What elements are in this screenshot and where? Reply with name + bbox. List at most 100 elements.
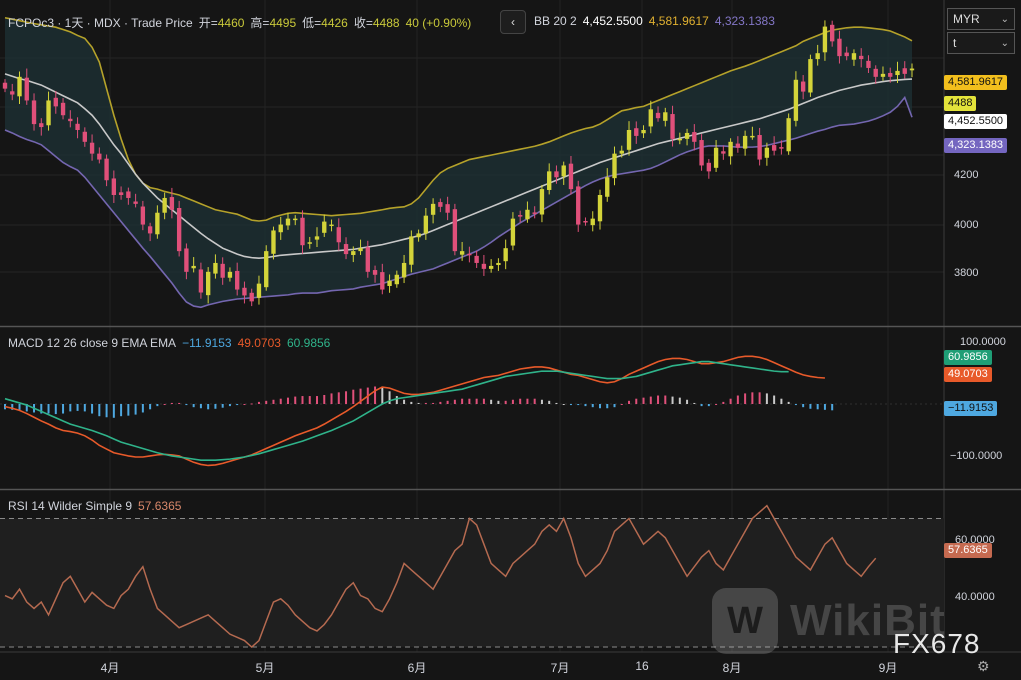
macd-histogram-bar [47,404,50,414]
candle-body [235,270,240,290]
macd-histogram-bar [519,398,522,404]
macd-histogram-bar [569,404,572,406]
rsi-tick: 40.0000 [955,591,995,603]
rsi-line [4,504,877,649]
macd-histogram-bar [381,387,384,404]
candle-body [902,68,907,74]
candle-body [713,147,719,168]
candle-body [271,230,276,254]
macd-histogram-bar [765,393,768,404]
candle-body [372,270,378,275]
bollinger-band-fill [5,17,912,308]
rsi-pane [0,504,944,649]
bb-upper-line [4,16,913,222]
high-label: 高= [250,16,270,30]
macd-tick: −100.0000 [950,450,1003,462]
candle-body [365,247,370,272]
macd-pane [0,355,944,467]
candle-body [184,248,189,272]
candle-body [300,217,305,246]
macd-histogram-bar [511,399,514,404]
candle-body [104,158,109,181]
candle-body [873,68,878,77]
settings-icon[interactable]: ⚙ [977,658,990,674]
macd-histogram-bar [265,400,268,404]
macd-histogram-bar [482,398,485,404]
macd-histogram-bar [127,404,130,416]
currency-select[interactable]: MYR ⌄ [947,8,1015,30]
candle-body [837,38,842,57]
macd-histogram-bar [243,404,246,405]
candle-body [285,218,291,226]
candle-body [60,102,66,116]
wikibit-watermark: W WikiBit [712,588,946,654]
candle-body [568,163,574,190]
macd-histogram-bar [823,404,826,410]
pane-dividers[interactable] [0,325,1021,491]
macd-histogram-bar [504,400,507,404]
macd-histogram-bar [83,404,86,412]
macd-histogram-bar [707,404,710,407]
candle-body [706,162,712,172]
candle-body [111,178,117,195]
macd-histogram-bar [214,404,217,409]
candle-body [830,24,835,42]
candle-body [822,26,828,53]
candle-body [576,186,581,225]
macd-histogram-bar [548,400,551,404]
macd-histogram-bar [642,397,645,404]
candle-body [793,79,799,121]
candle-body [387,280,392,286]
price-legend: FCPOc3 · 1天 · MDX · Trade Price 开=4460 高… [8,14,471,31]
macd-histogram-bar [446,400,449,404]
collapse-legend-button[interactable]: ‹ [500,10,526,34]
macd-histogram-bar [613,404,616,408]
candle-body [517,215,523,217]
macd-histogram-bar [809,404,812,409]
macd-histogram-bar [134,404,137,415]
open-value: 4460 [217,16,245,30]
macd-histogram-bar [294,396,297,404]
candle-body [880,73,886,77]
candle-body [46,100,51,126]
candle-body [488,265,494,269]
symbol-label: FCPOc3 · 1天 · MDX · Trade Price [8,16,193,30]
price-tick: 3800 [954,267,979,279]
macd-histogram-bar [453,399,456,404]
macd-tag: 49.0703 [944,367,992,382]
x-tick: 8月 [722,661,742,675]
candle-body [583,221,588,223]
close-label: 收= [353,16,373,30]
bb-basis-line [4,73,913,260]
macd-histogram-bar [577,404,580,406]
candle-body [39,123,44,128]
candle-body [10,91,15,95]
macd-histogram-bar [199,404,202,409]
candle-body [31,100,37,125]
candle-body [699,140,704,166]
x-tick: 7月 [550,661,570,675]
chevron-down-icon: ⌄ [1000,13,1009,25]
macd-histogram-bar [635,398,638,404]
bb-lower-value: 4,323.1383 [714,14,775,28]
unit-select[interactable]: t ⌄ [947,32,1015,54]
candle-body [155,212,160,235]
candle-body [764,147,770,158]
watermark-brand: WikiBit [790,596,946,645]
candle-body [205,271,211,296]
macd-histogram-bar [475,398,478,404]
macd-histogram-bar [700,404,703,407]
macd-histogram-bar [758,392,761,404]
macd-hist-tag: −11.9153 [944,401,998,416]
candle-body [423,215,429,234]
candle-body [612,153,617,179]
macd-legend: MACD 12 26 close 9 EMA EMA −11.9153 49.0… [8,336,330,350]
macd-histogram-bar [591,404,594,408]
macd-histogram-bar [308,396,311,404]
x-tick: 9月 [878,661,898,675]
candle-body [467,253,472,256]
candle-body [525,209,530,220]
macd-histogram-bar [831,404,834,411]
macd-histogram-bar [105,404,108,418]
